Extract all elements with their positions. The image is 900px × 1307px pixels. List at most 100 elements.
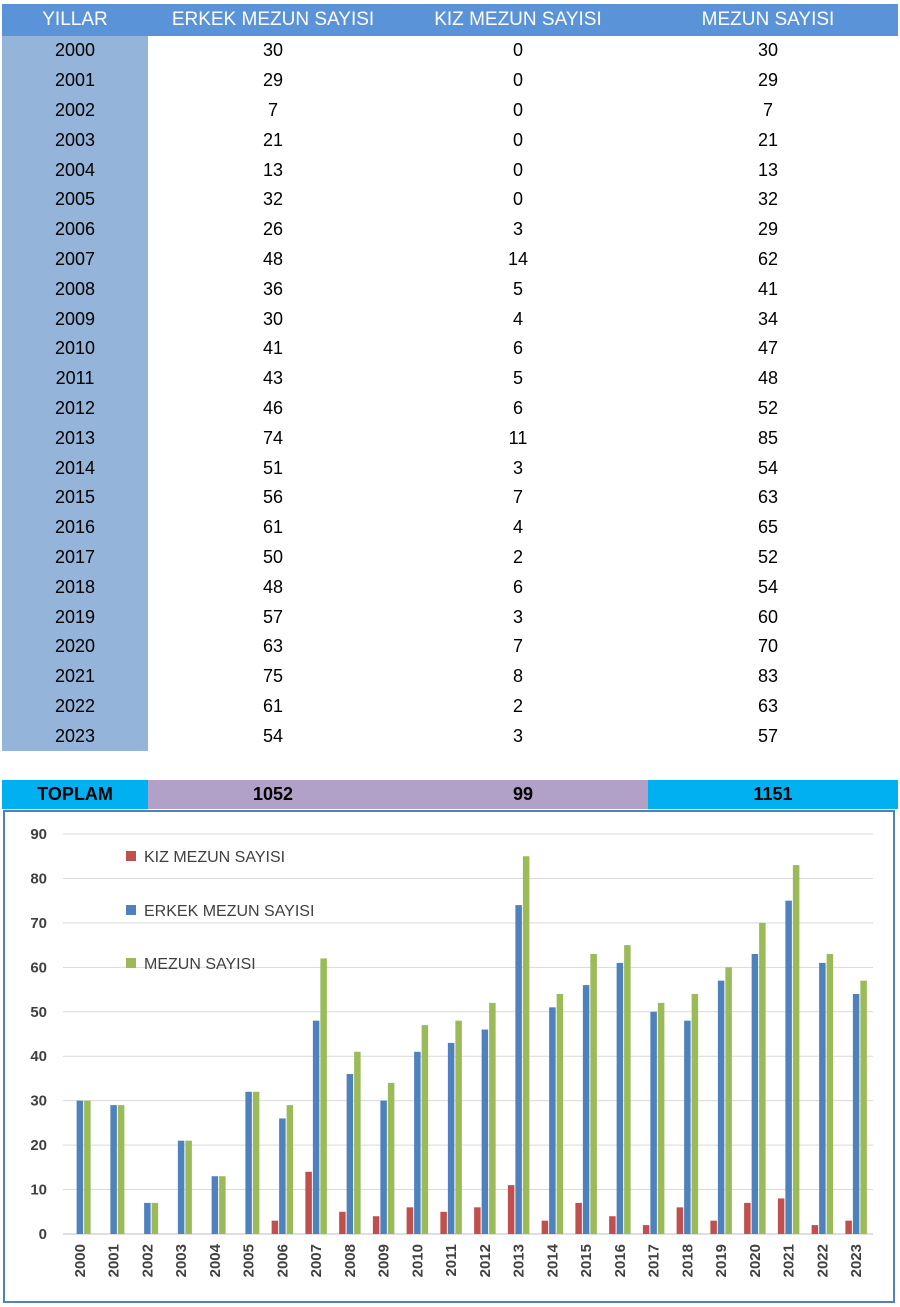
- bar: [650, 1011, 657, 1234]
- cell-female: 3: [512, 457, 523, 478]
- bar: [575, 1202, 582, 1234]
- bar: [785, 900, 792, 1234]
- y-tick-label: 50: [30, 1004, 47, 1021]
- bar: [144, 1202, 151, 1234]
- cell-year: 2023: [2, 721, 148, 752]
- bar: [515, 905, 522, 1234]
- cell-female: 6: [512, 576, 523, 597]
- cell-total: 54: [757, 457, 779, 478]
- cell-total: 62: [757, 248, 779, 269]
- table-row: 2013 74 11 85: [2, 423, 898, 454]
- x-tick-label: 2016: [612, 1244, 629, 1277]
- table-row: 2019 57 3 60: [2, 602, 898, 632]
- chart-container: 0 10 20 30 40 50 60 70 80 90 2000 2001 2002 2003 2004 2…: [3, 810, 895, 1303]
- totals-male: 1052: [148, 780, 398, 809]
- x-tick-label: 2020: [747, 1244, 764, 1277]
- table-row: 2020 63 7 70: [2, 631, 898, 662]
- x-tick-label: 2012: [477, 1244, 494, 1277]
- totals-female: 99: [398, 780, 648, 809]
- bar: [549, 1007, 556, 1234]
- table-row: 2011 43 5 48: [2, 363, 898, 394]
- bar: [860, 980, 867, 1234]
- cell-year: 2016: [2, 512, 148, 543]
- cell-year: 2011: [2, 363, 148, 394]
- bar: [751, 954, 759, 1234]
- cell-male: 74: [262, 427, 284, 448]
- bar: [447, 1042, 455, 1234]
- bar: [346, 1074, 354, 1234]
- x-tick-label: 2007: [308, 1244, 325, 1277]
- cell-male: 7: [267, 99, 278, 120]
- table-row: 2016 61 4 65: [2, 512, 898, 543]
- table-row: 2009 30 4 34: [2, 304, 898, 334]
- table-row: 2003 21 0 21: [2, 125, 898, 156]
- cell-year: 2002: [2, 95, 148, 126]
- header-years: YILLAR: [42, 9, 108, 30]
- cell-male: 63: [262, 636, 284, 657]
- cell-male: 29: [262, 70, 284, 91]
- x-tick-label: 2022: [814, 1244, 831, 1277]
- bar: [84, 1100, 91, 1234]
- bar: [271, 1220, 279, 1234]
- table-row: 2006 26 3 29: [2, 214, 898, 245]
- cell-male: 61: [262, 517, 284, 538]
- cell-total: 70: [757, 636, 779, 657]
- bar: [676, 1207, 684, 1234]
- table-row: 2000 30 0 30: [2, 36, 898, 66]
- cell-female: 0: [512, 40, 523, 61]
- x-tick-label: 2006: [274, 1244, 291, 1277]
- bar: [339, 1211, 346, 1234]
- bar: [219, 1176, 226, 1234]
- cell-female: 3: [512, 219, 523, 240]
- table-row: 2015 56 7 63: [2, 482, 898, 513]
- bar: [609, 1216, 616, 1234]
- cell-total: 32: [757, 189, 779, 210]
- cell-year: 2010: [2, 333, 148, 364]
- bar: [744, 1202, 751, 1234]
- bar: [759, 922, 766, 1234]
- bar: [717, 980, 725, 1234]
- cell-total: 57: [757, 725, 779, 746]
- cell-female: 4: [512, 517, 523, 538]
- cell-year: 2020: [2, 631, 148, 662]
- header-female-graduates: KIZ MEZUN SAYISI: [434, 9, 602, 30]
- table-row: 2005 32 0 32: [2, 184, 898, 215]
- cell-male: 32: [262, 189, 284, 210]
- bar: [489, 1002, 496, 1234]
- bar: [312, 1020, 320, 1234]
- bar: [286, 1105, 294, 1234]
- x-tick-label: 2019: [713, 1244, 730, 1277]
- table-row: 2012 46 6 52: [2, 393, 898, 424]
- legend-label: ERKEK MEZUN SAYISI: [144, 903, 314, 920]
- cell-female: 5: [512, 368, 523, 389]
- cell-total: 29: [757, 70, 779, 91]
- cell-total: 30: [757, 40, 779, 61]
- y-tick-label: 10: [30, 1182, 47, 1199]
- bar: [474, 1207, 481, 1234]
- cell-total: 83: [757, 666, 779, 687]
- table-row: 2021 75 8 83: [2, 661, 898, 692]
- cell-total: 63: [757, 695, 779, 716]
- bar: [406, 1207, 414, 1234]
- cell-male: 61: [262, 695, 284, 716]
- bar: [541, 1220, 549, 1234]
- cell-year: 2006: [2, 214, 148, 245]
- bar: [507, 1185, 515, 1234]
- cell-total: 41: [757, 278, 779, 299]
- cell-male: 43: [262, 368, 284, 389]
- y-tick-label: 0: [39, 1226, 47, 1243]
- legend-swatch: [126, 905, 136, 915]
- cell-total: 34: [757, 308, 779, 329]
- table-row: 2017 50 2 52: [2, 542, 898, 573]
- bar: [616, 962, 624, 1234]
- y-tick-label: 40: [30, 1048, 47, 1065]
- x-tick-label: 2021: [781, 1244, 798, 1277]
- cell-female: 8: [512, 666, 523, 687]
- cell-total: 85: [757, 427, 779, 448]
- cell-year: 2009: [2, 304, 148, 334]
- cell-total: 52: [757, 397, 779, 418]
- bar: [354, 1051, 361, 1234]
- bar: [710, 1220, 717, 1234]
- cell-year: 2003: [2, 125, 148, 156]
- cell-male: 30: [262, 40, 284, 61]
